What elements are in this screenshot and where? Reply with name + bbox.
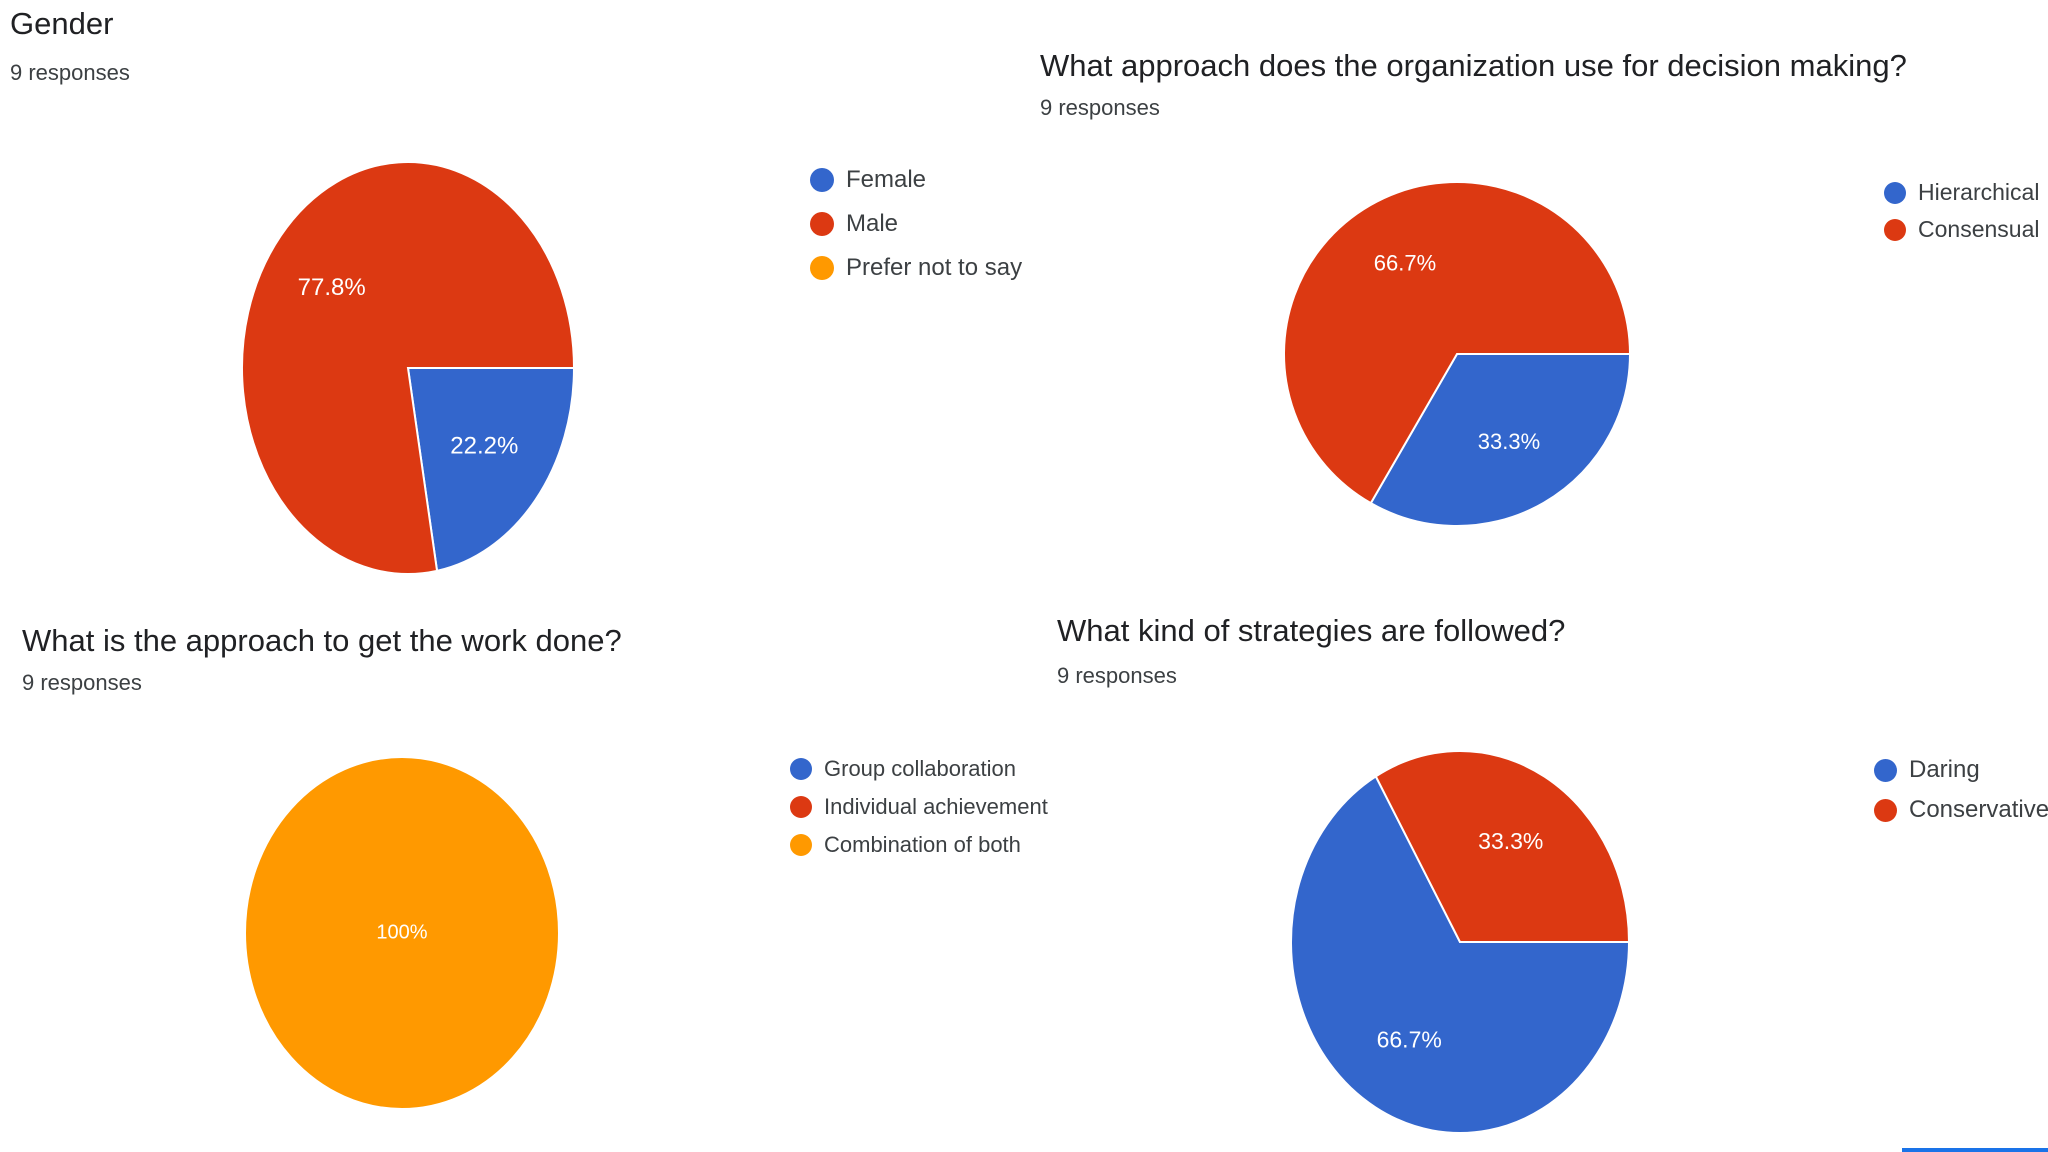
legend-dot-blue [790,758,812,780]
pie-slice-female[interactable] [406,367,576,573]
legend-dot-blue [810,168,834,192]
pie-slice-label: 66.7% [1374,250,1436,275]
legend-item-combination-of-both[interactable]: Combination of both [790,826,1048,864]
chart-title: What approach does the organization use … [1040,48,1907,83]
legend-dot-red [810,212,834,236]
chart-legend: Female Male Prefer not to say [810,158,1022,290]
chart-response-count: 9 responses [1040,95,1160,120]
chart-response-count: 9 responses [22,670,142,695]
chart-legend: Daring Conservative [1874,750,2048,830]
legend-label: Combination of both [824,832,1021,857]
pie-slice-label: 22.2% [450,433,518,460]
legend-label: Female [846,166,927,193]
pie-slice-combination-of-both[interactable] [244,756,560,1110]
legend-item-consensual[interactable]: Consensual [1884,211,2039,248]
pie-slice-label: 100% [376,921,427,943]
legend-dot-orange [790,834,812,856]
legend-item-conservative[interactable]: Conservative [1874,790,2048,830]
legend-label: Male [846,210,899,237]
pie-slice-label: 33.3% [1478,429,1540,454]
legend-label: Daring [1909,756,1980,783]
legend-item-prefer-not-to-say[interactable]: Prefer not to say [810,246,1022,290]
legend-item-hierarchical[interactable]: Hierarchical [1884,174,2039,211]
legend-item-daring[interactable]: Daring [1874,750,2048,790]
legend-dot-blue [1884,181,1906,204]
pie-slice-label: 77.8% [298,274,366,301]
pie-slice-daring[interactable] [1290,774,1631,1134]
chart-title: What kind of strategies are followed? [1057,613,1566,648]
legend-item-male[interactable]: Male [810,202,1022,246]
legend-dot-blue [1874,758,1897,782]
legend-label: Prefer not to say [846,254,1023,281]
legend-label: Hierarchical [1918,179,2040,205]
legend-dot-red [1874,798,1897,822]
chart-legend: Group collaboration Individual achieveme… [790,750,1048,864]
legend-dot-red [790,796,812,818]
legend-dot-orange [810,256,834,280]
legend-label: Individual achievement [824,794,1048,819]
scroll-indicator-bar [1902,1148,2048,1152]
pie-slice-label: 66.7% [1377,1026,1442,1052]
legend-label: Conservative [1909,796,2048,823]
chart-title: What is the approach to get the work don… [22,623,622,658]
chart-legend: Hierarchical Consensual [1884,174,2039,248]
pie-slice-label: 33.3% [1478,828,1543,854]
pie-slice-conservative[interactable] [1374,750,1631,943]
chart-response-count: 9 responses [1057,663,1177,688]
legend-label: Consensual [1918,216,2040,242]
chart-response-count: 9 responses [10,60,130,85]
chart-title: Gender [10,6,114,41]
legend-item-female[interactable]: Female [810,158,1022,202]
pie-slice-male[interactable] [241,161,576,575]
pie-slice-consensual[interactable] [1283,181,1632,505]
legend-dot-red [1884,218,1906,241]
legend-label: Group collaboration [824,756,1017,781]
pie-slice-hierarchical[interactable] [1369,353,1632,527]
legend-item-group-collaboration[interactable]: Group collaboration [790,750,1048,788]
legend-item-individual-achievement[interactable]: Individual achievement [790,788,1048,826]
